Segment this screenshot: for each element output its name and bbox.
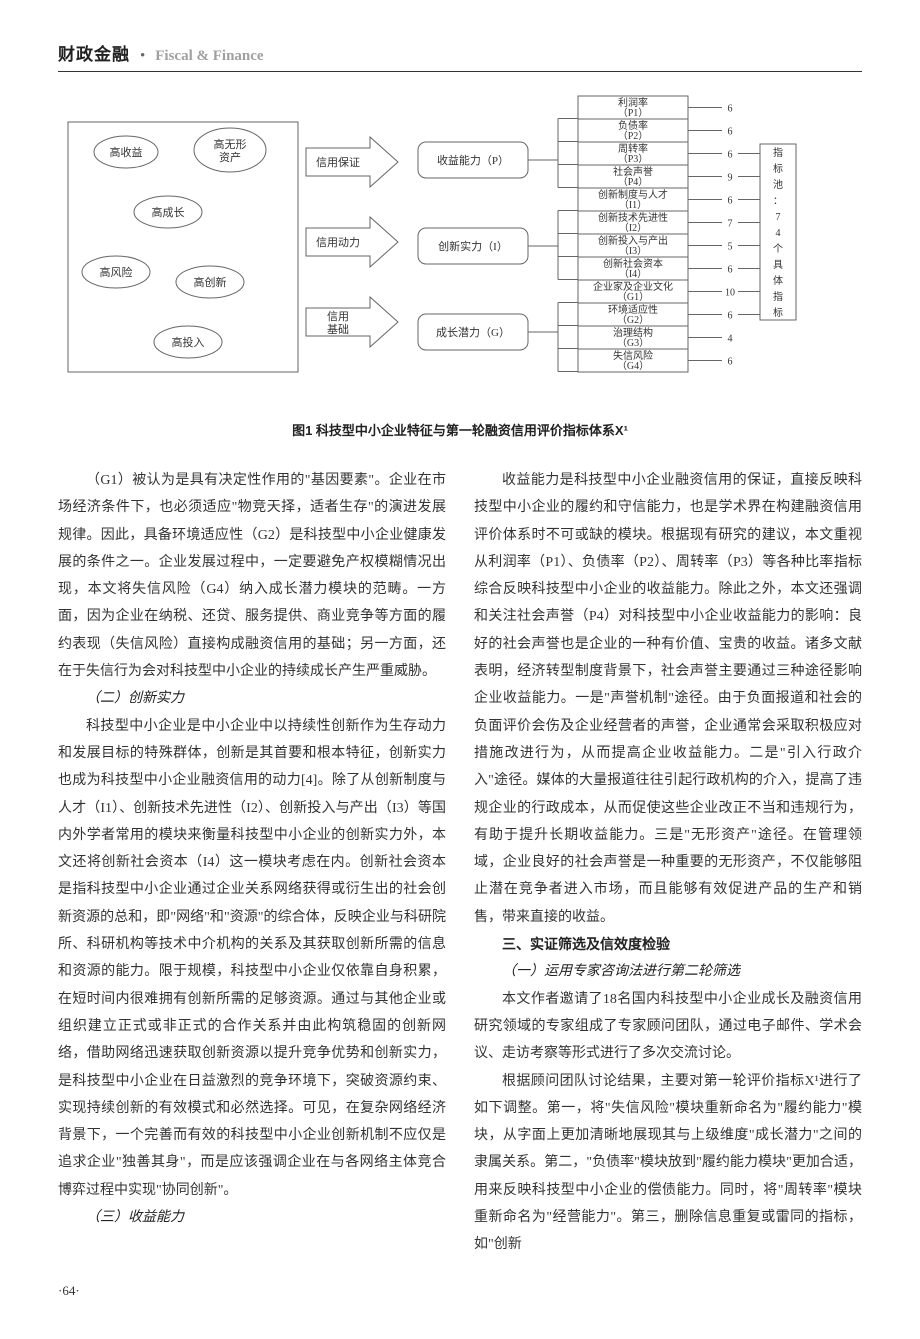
svg-text:（I2）: （I2） — [619, 222, 647, 234]
svg-text:资产: 资产 — [219, 150, 241, 164]
svg-text:（P4）: （P4） — [618, 176, 649, 188]
svg-text:6: 6 — [728, 127, 733, 138]
svg-text:（I1）: （I1） — [619, 199, 647, 211]
svg-text:指: 指 — [773, 146, 783, 159]
svg-text:高创新: 高创新 — [194, 275, 227, 289]
svg-text:7: 7 — [728, 219, 733, 230]
svg-text:体: 体 — [773, 275, 783, 287]
figure-caption: 图1 科技型中小企业特征与第一轮融资信用评价指标体系X¹ — [58, 420, 862, 439]
svg-text:6: 6 — [728, 265, 733, 276]
svg-text:收益能力（P）: 收益能力（P） — [437, 153, 509, 167]
svg-text:个: 个 — [773, 243, 783, 255]
header-en: Fiscal & Finance — [155, 48, 263, 64]
svg-text:（G2）: （G2） — [617, 314, 649, 326]
sub-heading: （一）运用专家咨询法进行第二轮筛选 — [474, 958, 862, 985]
svg-text:信用保证: 信用保证 — [316, 155, 360, 169]
svg-text:高无形: 高无形 — [214, 137, 247, 151]
svg-text:5: 5 — [728, 242, 733, 253]
svg-text:池: 池 — [773, 178, 783, 191]
column-left: （G1）被认为是具有决定性作用的"基因要素"。企业在市场经济条件下，也必须适应"… — [58, 467, 446, 1259]
figure-1: 高收益 高无形资产高成长高风险高创新高投入 信用保证信用动力信用基础 收益能力（P） 创… — [58, 92, 862, 408]
svg-text:创新实力（I）: 创新实力（I） — [438, 239, 508, 253]
svg-text:（G3）: （G3） — [617, 337, 649, 349]
svg-text:具: 具 — [773, 259, 783, 271]
body-paragraph: （G1）被认为是具有决定性作用的"基因要素"。企业在市场经济条件下，也必须适应"… — [58, 467, 446, 685]
svg-text:（G4）: （G4） — [617, 360, 649, 372]
body-paragraph: 本文作者邀请了18名国内科技型中小企业成长及融资信用研究领域的专家组成了专家顾问… — [474, 986, 862, 1068]
svg-text:4: 4 — [776, 228, 781, 239]
svg-text:基础: 基础 — [327, 323, 349, 336]
svg-text:标: 标 — [773, 307, 783, 319]
svg-text:（I3）: （I3） — [619, 245, 647, 257]
section-header: 财政金融 • Fiscal & Finance — [58, 40, 862, 72]
svg-text:（I4）: （I4） — [619, 268, 647, 280]
svg-text:9: 9 — [728, 173, 733, 184]
svg-text:高收益: 高收益 — [110, 145, 143, 159]
svg-text:6: 6 — [728, 104, 733, 115]
svg-text:高成长: 高成长 — [152, 205, 185, 219]
svg-text:标: 标 — [773, 163, 783, 175]
svg-text:6: 6 — [728, 150, 733, 161]
body-columns: （G1）被认为是具有决定性作用的"基因要素"。企业在市场经济条件下，也必须适应"… — [58, 467, 862, 1259]
svg-text:信用动力: 信用动力 — [316, 236, 360, 249]
svg-text:7: 7 — [776, 212, 781, 223]
sub-heading: （二）创新实力 — [58, 685, 446, 712]
svg-text:成长潜力（G）: 成长潜力（G） — [436, 325, 510, 339]
svg-text:4: 4 — [728, 334, 733, 345]
svg-text:（P3）: （P3） — [618, 153, 649, 165]
figure-svg: 高收益 高无形资产高成长高风险高创新高投入 信用保证信用动力信用基础 收益能力（P） 创… — [58, 92, 862, 408]
body-paragraph: 根据顾问团队讨论结果，主要对第一轮评价指标X¹进行了如下调整。第一，将"失信风险… — [474, 1068, 862, 1259]
svg-text:（P2）: （P2） — [618, 130, 649, 142]
svg-text:：: ： — [773, 196, 783, 207]
header-zh: 财政金融 — [58, 45, 130, 64]
body-paragraph: 收益能力是科技型中小企业融资信用的保证，直接反映科技型中小企业的履约和守信能力，… — [474, 467, 862, 931]
header-dot: • — [140, 48, 145, 64]
svg-text:信用: 信用 — [327, 310, 349, 323]
page-number: ·64· — [58, 1283, 862, 1299]
svg-text:6: 6 — [728, 357, 733, 368]
svg-text:（G1）: （G1） — [617, 291, 649, 303]
body-paragraph: 科技型中小企业是中小企业中以持续性创新作为生存动力和发展目标的特殊群体，创新是其… — [58, 713, 446, 1204]
svg-text:高投入: 高投入 — [172, 335, 205, 349]
svg-text:高风险: 高风险 — [100, 265, 133, 279]
column-right: 收益能力是科技型中小企业融资信用的保证，直接反映科技型中小企业的履约和守信能力，… — [474, 467, 862, 1259]
section-heading: 三、实证筛选及信效度检验 — [474, 931, 862, 958]
svg-text:6: 6 — [728, 196, 733, 207]
svg-text:6: 6 — [728, 311, 733, 322]
svg-text:指: 指 — [773, 290, 783, 303]
sub-heading: （三）收益能力 — [58, 1204, 446, 1231]
svg-text:10: 10 — [725, 288, 735, 299]
svg-text:（P1）: （P1） — [618, 107, 649, 119]
